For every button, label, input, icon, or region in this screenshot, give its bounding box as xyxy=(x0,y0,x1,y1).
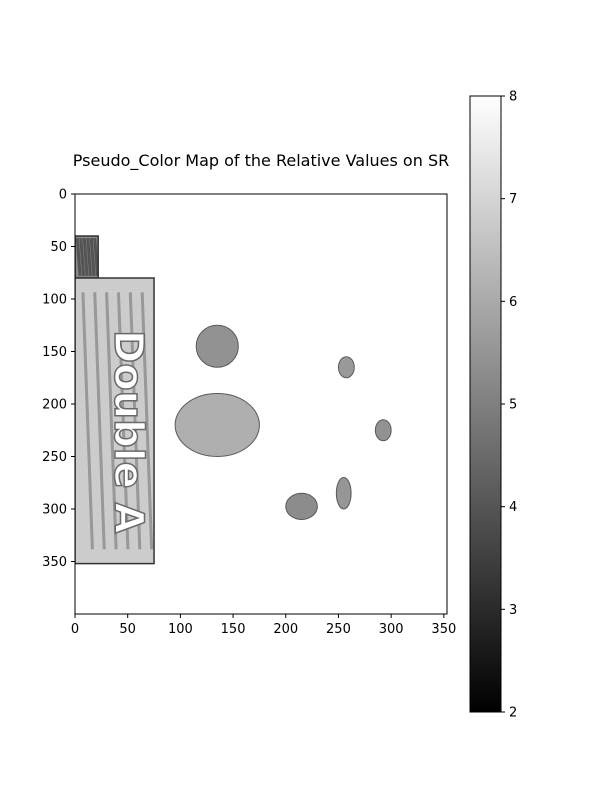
leaf-bottom-left xyxy=(285,492,318,520)
y-tick-label: 350 xyxy=(42,555,67,570)
plot-area: Double A xyxy=(75,194,447,614)
leaf-right-top xyxy=(337,356,355,379)
x-tick-label: 250 xyxy=(326,622,351,637)
x-tick-label: 350 xyxy=(431,622,456,637)
y-tick-label: 0 xyxy=(59,188,67,203)
y-tick-label: 50 xyxy=(50,240,67,255)
stem-center xyxy=(174,393,260,457)
colorbar-tick-label: 4 xyxy=(509,500,517,515)
colorbar-tick-label: 5 xyxy=(509,398,517,413)
colorbar-tick-label: 2 xyxy=(509,706,517,721)
package-streak xyxy=(93,292,106,550)
leaf-right xyxy=(374,419,392,442)
y-tick-label: 250 xyxy=(42,450,67,465)
package-streak xyxy=(128,292,142,550)
x-tick-label: 300 xyxy=(379,622,404,637)
package-streak xyxy=(82,237,89,277)
package-streak xyxy=(93,237,99,277)
image-regions xyxy=(75,235,392,565)
colorbar-tick-label: 8 xyxy=(509,90,517,105)
colorbar xyxy=(469,95,502,713)
x-tick-label: 150 xyxy=(221,622,246,637)
colorbar-tick-label: 7 xyxy=(509,192,517,207)
y-axis: 0 50 100 150 200 250 300 350 xyxy=(42,188,75,570)
package-streak xyxy=(79,237,86,277)
package-streak xyxy=(75,237,82,277)
x-tick-label: 50 xyxy=(119,622,136,637)
x-tick-label: 200 xyxy=(273,622,298,637)
y-tick-label: 200 xyxy=(42,398,67,413)
y-tick-label: 100 xyxy=(42,293,67,308)
x-axis: 0 50 100 150 200 250 300 350 xyxy=(71,614,456,637)
x-tick-label: 100 xyxy=(168,622,193,637)
x-tick-label: 0 xyxy=(71,622,79,637)
package-streak xyxy=(140,292,154,550)
colorbar-tick-label: 3 xyxy=(509,603,517,618)
package-streak xyxy=(105,292,118,550)
chart-title: Pseudo_Color Map of the Relative Values … xyxy=(73,151,449,171)
colorbar-tick-label: 6 xyxy=(509,295,517,310)
leaf-left xyxy=(195,324,239,368)
y-tick-label: 150 xyxy=(42,345,67,360)
package-streak xyxy=(81,292,94,550)
y-tick-label: 300 xyxy=(42,503,67,518)
leaf-bottom-right xyxy=(335,477,352,510)
colorbar-axis: 2 3 4 5 6 7 8 xyxy=(501,90,517,721)
box-text: Double A xyxy=(105,330,151,534)
package-streak xyxy=(89,237,96,277)
package-streak xyxy=(86,237,93,277)
package-streak xyxy=(116,292,130,550)
